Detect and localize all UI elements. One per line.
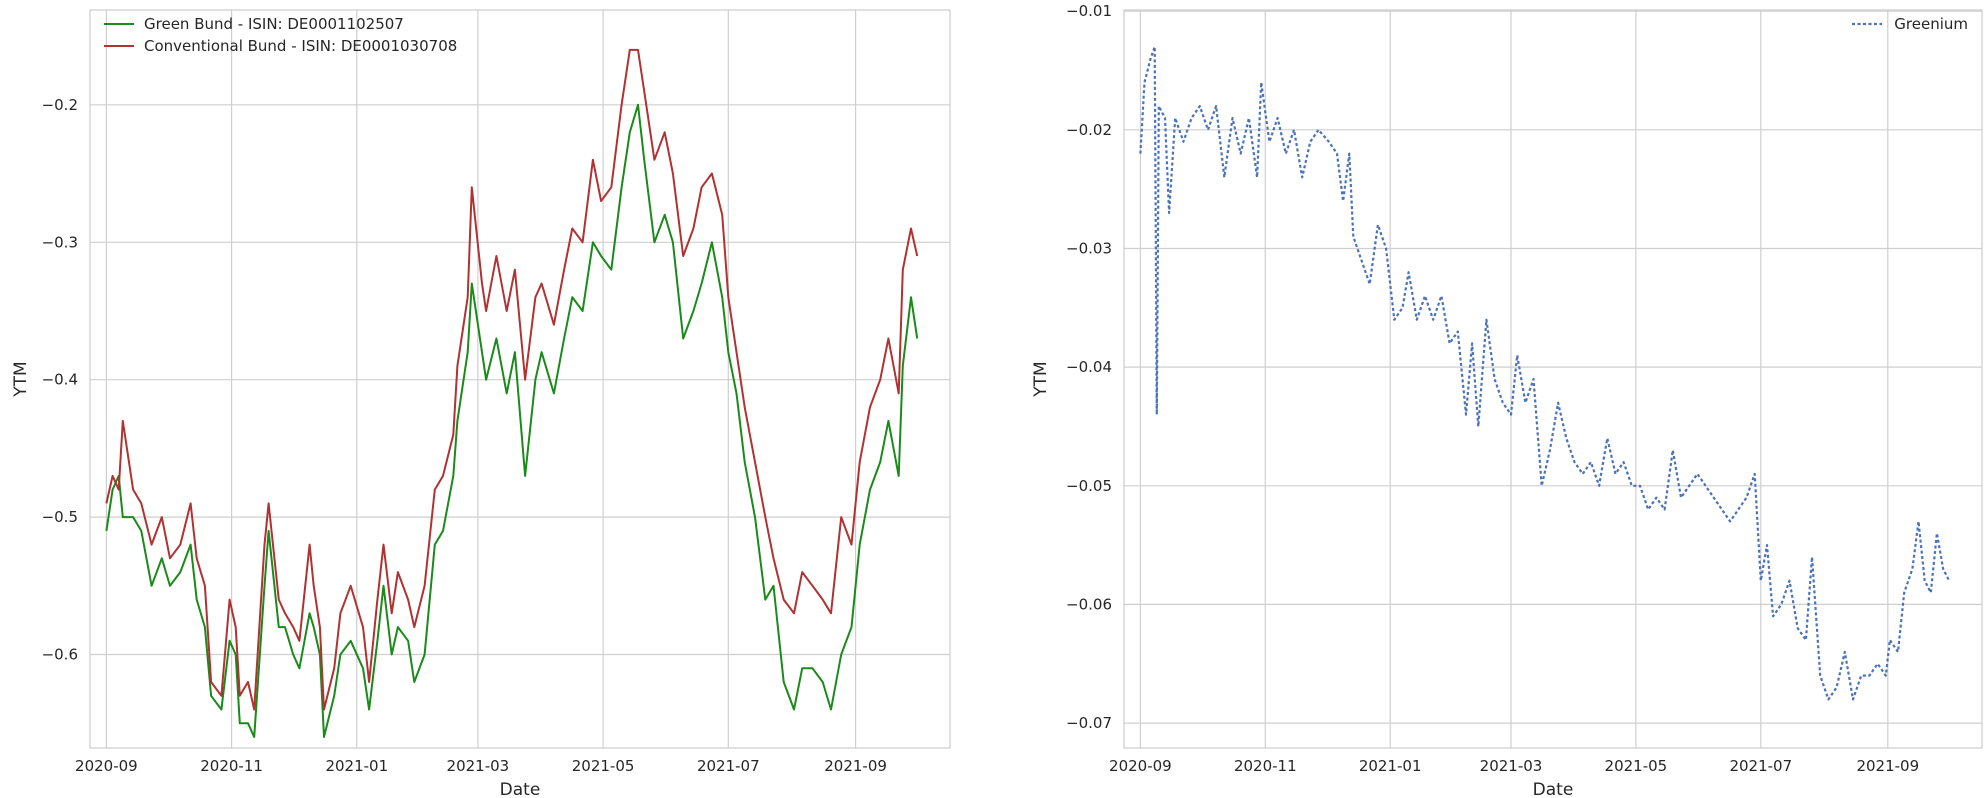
legend-label: Conventional Bund - ISIN: DE0001030708 [144,37,457,55]
x-tick-label: 2020-09 [75,757,138,775]
y-tick-label: −0.07 [1066,714,1112,732]
x-tick-label: 2020-09 [1109,757,1172,775]
y-axis-label: YTM [11,361,31,397]
legend-label: Green Bund - ISIN: DE0001102507 [144,15,404,33]
y-tick-label: −0.02 [1066,121,1112,139]
series-line-1 [105,48,919,711]
series-line-0 [1139,45,1951,701]
x-tick-label: 2021-05 [1605,757,1668,775]
y-tick-label: −0.06 [1066,595,1112,613]
right-chart-panel: −0.07 −0.06 −0.05 −0.04 −0.03 −0.02 −0.01 2020-… [1031,2,1983,798]
x-axis-label: Date [1533,780,1574,798]
y-tick-label: −0.05 [1066,477,1112,495]
y-tick-label: −0.2 [42,96,78,114]
y-tick-label: −0.04 [1066,358,1112,376]
x-tick-label: 2021-05 [572,757,635,775]
x-tick-label: 2021-01 [325,757,388,775]
plot-frame [89,9,951,749]
left-chart-panel: −0.6 −0.5 −0.4 −0.3 −0.2 2020-09 2020-11 2021-0… [11,9,951,798]
y-axis-label: YTM [1031,361,1051,397]
x-tick-label: 2021-07 [697,757,760,775]
x-tick-label: 2020-11 [200,757,263,775]
x-tick-label: 2021-03 [447,757,510,775]
x-axis-label: Date [500,780,541,798]
y-tick-label: −0.4 [42,371,78,389]
x-tick-label: 2021-03 [1480,757,1543,775]
x-tick-label: 2021-09 [1856,757,1919,775]
legend-label: Greenium [1894,15,1968,33]
y-tick-label: −0.01 [1066,2,1112,20]
y-tick-label: −0.5 [42,508,78,526]
plot-frame [1123,9,1983,749]
y-tick-label: −0.6 [42,646,78,664]
y-tick-label: −0.03 [1066,240,1112,258]
x-tick-label: 2020-11 [1234,757,1297,775]
y-tick-label: −0.3 [42,233,78,251]
x-tick-label: 2021-07 [1729,757,1792,775]
series-line-0 [105,103,919,738]
x-tick-label: 2021-01 [1359,757,1422,775]
x-tick-label: 2021-09 [824,757,887,775]
